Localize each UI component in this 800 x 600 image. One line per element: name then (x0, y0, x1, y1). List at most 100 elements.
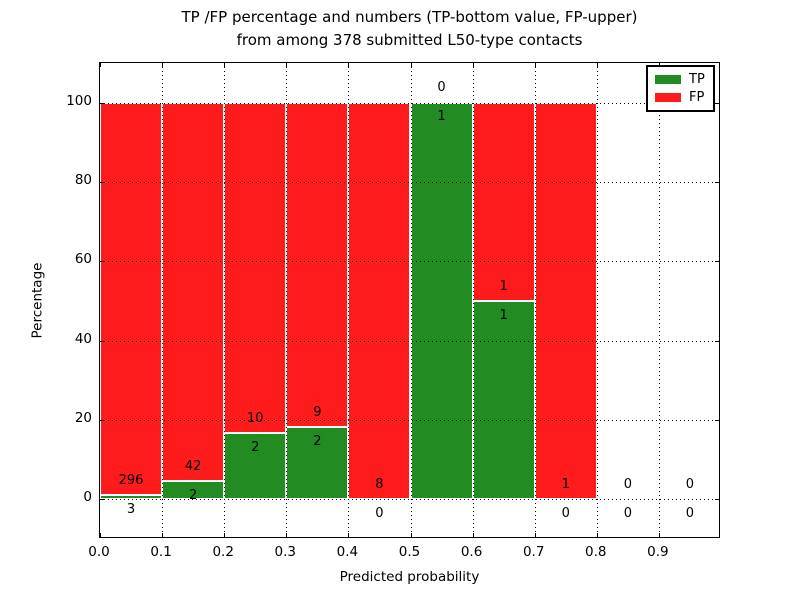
bar-count-label-tp: 2 (251, 439, 260, 455)
x-tick-label: 0.4 (336, 544, 359, 560)
bar-count-label-fp: 0 (623, 476, 632, 492)
bar-segment-tp (410, 102, 473, 500)
plot-area: 296 3 42 2 10 2 9 2 8 0 0 1 1 1 1 0 0 0 0 0 (99, 62, 720, 538)
y-gridline (100, 182, 719, 183)
bar-count-label-fp: 1 (561, 476, 570, 492)
y-gridline (100, 340, 719, 342)
bar-count-label-tp: 0 (561, 505, 570, 521)
y-tick-label: 20 (74, 410, 92, 426)
x-tick-label: 0.1 (150, 544, 172, 560)
x-tick-label: 0.2 (212, 544, 234, 560)
y-tickmark-right (715, 340, 719, 342)
y-tickmark-right (715, 102, 719, 104)
bar-count-label-fp: 10 (246, 410, 264, 426)
bar-count-label-fp: 1 (499, 278, 508, 294)
chart-title-line2: from among 378 submitted L50-type contac… (236, 31, 583, 49)
x-tickmark-bottom (596, 533, 598, 537)
bar-count-label-fp: 8 (375, 476, 384, 492)
legend-item-fp: FP (655, 90, 713, 105)
legend-swatch-tp (655, 75, 681, 84)
y-tickmark-left (100, 499, 104, 501)
bar-count-label-tp: 0 (623, 505, 632, 521)
y-tickmark-right (715, 420, 719, 421)
bar-segment-fp (534, 102, 597, 500)
x-tickmark-top (224, 63, 226, 67)
chart-title-line1: TP /FP percentage and numbers (TP-bottom… (181, 8, 638, 26)
x-tickmark-bottom (286, 533, 288, 537)
legend-swatch-fp (655, 93, 681, 102)
bar-segment-fp (224, 102, 287, 434)
x-gridline (162, 63, 164, 537)
legend-label-fp: FP (689, 90, 705, 105)
x-tickmark-top (534, 63, 536, 67)
x-tickmark-bottom (348, 533, 350, 537)
x-tick-label: 0.6 (460, 544, 483, 560)
bar-segment-tp (286, 427, 349, 500)
x-gridline (658, 63, 660, 537)
x-tickmark-bottom (410, 533, 412, 537)
y-tick-label: 80 (74, 172, 92, 188)
x-tick-label: 0.9 (647, 544, 669, 560)
x-tickmark-bottom (162, 533, 164, 537)
x-gridline (348, 63, 350, 537)
bar-segment-tp (224, 433, 287, 500)
bar-segment-fp (100, 102, 163, 496)
y-tickmark-left (100, 420, 104, 421)
x-gridline (596, 63, 598, 537)
bar-segment-fp (348, 102, 411, 500)
bar-count-label-tp: 0 (685, 505, 695, 521)
bar-segment-tp (100, 495, 163, 500)
bar-count-label-tp: 0 (375, 505, 384, 521)
x-tickmark-top (410, 63, 412, 67)
x-gridline (224, 63, 226, 537)
x-tick-label: 0.0 (88, 544, 110, 560)
x-tickmark-top (472, 63, 474, 67)
x-tick-label: 0.3 (274, 544, 297, 560)
y-tick-label: 40 (74, 330, 92, 347)
legend-label-tp: TP (689, 72, 705, 87)
y-tick-label: 60 (74, 251, 92, 268)
x-gridline (286, 63, 288, 537)
x-tickmark-top (286, 63, 288, 67)
x-axis-label: Predicted probability (339, 569, 480, 585)
x-tick-label: 0.7 (522, 544, 545, 560)
x-gridline (472, 63, 474, 537)
x-tickmark-top (162, 63, 164, 67)
x-tickmark-top (596, 63, 598, 67)
y-tickmark-left (100, 102, 104, 104)
bar-count-label-tp: 1 (437, 109, 446, 125)
bar-segment-fp (286, 102, 349, 428)
bar-count-label-tp: 2 (313, 433, 322, 449)
y-gridline (100, 499, 719, 501)
x-tickmark-bottom (534, 533, 536, 537)
legend-item-tp: TP (655, 72, 713, 87)
x-tickmark-bottom (472, 533, 474, 537)
y-tickmark-right (715, 182, 719, 183)
y-tickmark-right (715, 261, 719, 263)
legend-box: TP FP (646, 65, 715, 112)
bar-count-label-tp: 1 (499, 307, 508, 323)
y-gridline (100, 420, 719, 421)
y-tickmark-left (100, 182, 104, 183)
y-tick-label: 100 (66, 92, 92, 109)
bar-segment-tp (472, 301, 535, 500)
bar-count-label-fp: 42 (184, 458, 202, 474)
x-tick-label: 0.5 (398, 544, 421, 560)
x-gridline (534, 63, 536, 537)
bar-count-label-fp: 9 (313, 404, 322, 420)
bar-count-label-tp: 2 (189, 487, 198, 503)
x-tickmark-bottom (224, 533, 226, 537)
bar-count-label-fp: 296 (118, 472, 144, 488)
y-tickmark-left (100, 261, 104, 263)
x-tickmark-top (348, 63, 350, 67)
y-tick-label: 0 (83, 489, 92, 506)
bar-count-label-tp: 3 (126, 501, 136, 517)
x-tickmark-bottom (100, 533, 101, 537)
y-gridline (100, 102, 719, 104)
x-tickmark-bottom (658, 533, 660, 537)
y-gridline (100, 261, 719, 263)
x-gridline (410, 63, 412, 537)
bar-segment-fp (162, 102, 225, 482)
bar-segment-fp (472, 102, 535, 301)
